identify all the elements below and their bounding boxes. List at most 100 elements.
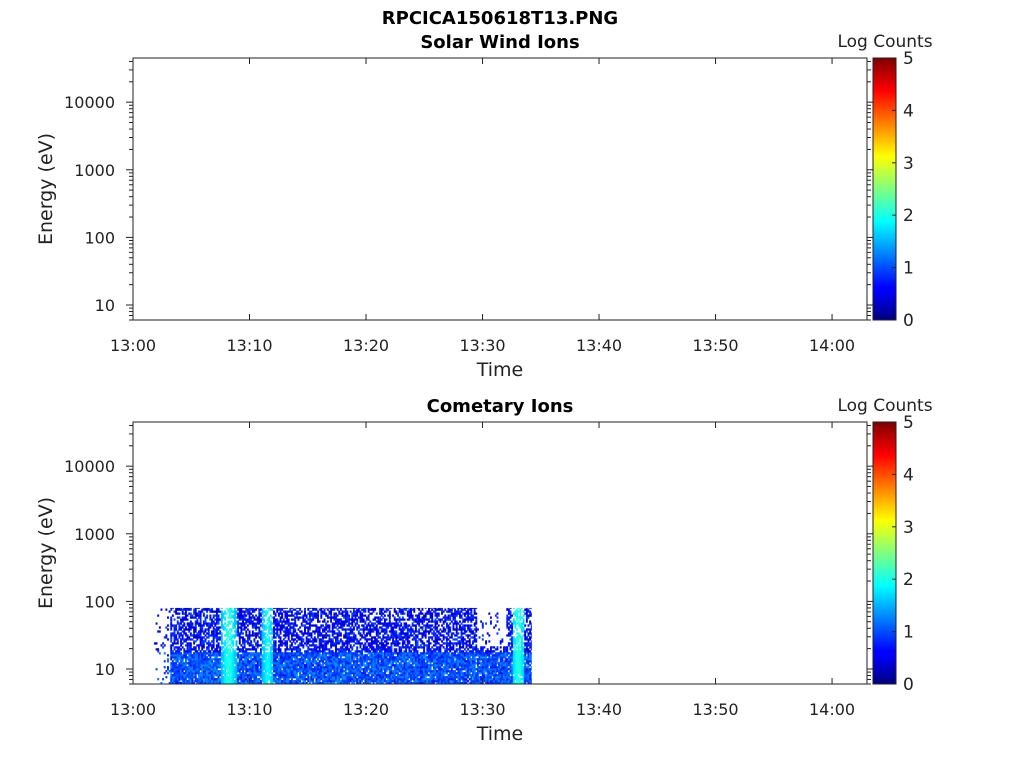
heatmap-cell xyxy=(263,646,266,649)
heatmap-cell xyxy=(383,652,386,655)
heatmap-cell xyxy=(281,640,284,643)
heatmap-cell xyxy=(175,634,178,637)
heatmap-cell xyxy=(333,622,336,625)
heatmap-cell xyxy=(341,614,344,617)
heatmap-cell xyxy=(268,618,271,621)
heatmap-cell xyxy=(411,678,414,681)
heatmap-cell xyxy=(277,607,280,609)
heatmap-cell xyxy=(196,654,199,657)
heatmap-cell xyxy=(351,652,354,655)
heatmap-cell xyxy=(287,656,290,659)
heatmap-cell xyxy=(198,672,200,675)
heatmap-cell xyxy=(406,676,409,679)
heatmap-cell xyxy=(191,656,194,659)
heatmap-cell xyxy=(372,682,375,684)
heatmap-cell xyxy=(240,678,243,681)
heatmap-cell xyxy=(256,656,259,659)
heatmap-cell xyxy=(383,650,386,653)
heatmap-cell xyxy=(423,618,426,621)
heatmap-cell xyxy=(209,662,212,665)
heatmap-cell xyxy=(227,610,230,613)
heatmap-cell xyxy=(308,628,311,631)
heatmap-cell xyxy=(242,666,244,669)
heatmap-cell xyxy=(245,654,248,657)
heatmap-cell xyxy=(325,672,328,675)
heatmap-cell xyxy=(436,636,439,639)
heatmap-cell xyxy=(326,670,329,673)
heatmap-cell xyxy=(217,618,220,621)
heatmap-cell xyxy=(217,636,220,639)
heatmap-cell xyxy=(256,634,259,637)
heatmap-cell xyxy=(198,662,200,665)
heatmap-cell xyxy=(304,666,306,669)
heatmap-cell xyxy=(292,664,295,667)
heatmap-cell xyxy=(339,682,342,684)
heatmap-cell xyxy=(411,672,414,675)
heatmap-cell xyxy=(377,670,380,673)
heatmap-cell xyxy=(225,672,228,675)
heatmap-cell xyxy=(382,680,385,683)
heatmap-cell xyxy=(180,668,182,671)
heatmap-cell xyxy=(382,622,385,625)
heatmap-cell xyxy=(176,638,179,641)
heatmap-cell xyxy=(204,678,207,681)
heatmap-cell xyxy=(242,662,244,665)
heatmap-cell xyxy=(201,674,204,677)
heatmap-cell xyxy=(312,640,315,643)
heatmap-cell xyxy=(304,678,306,681)
heatmap-cell xyxy=(348,658,350,661)
heatmap-cell xyxy=(436,674,439,677)
heatmap-cell xyxy=(377,676,380,679)
heatmap-cell xyxy=(313,658,316,661)
heatmap-cell xyxy=(295,670,298,673)
heatmap-cell xyxy=(307,648,310,651)
heatmap-cell xyxy=(184,632,187,635)
heatmap-cell xyxy=(222,682,225,684)
heatmap-cell xyxy=(385,682,388,684)
heatmap-cell xyxy=(219,662,222,665)
heatmap-cell xyxy=(310,614,313,617)
heatmap-cell xyxy=(377,620,380,623)
heatmap-cell xyxy=(308,616,311,619)
heatmap-cell xyxy=(181,654,184,657)
heatmap-cell xyxy=(423,624,426,627)
heatmap-cell xyxy=(201,630,204,633)
heatmap-cell xyxy=(333,666,336,669)
heatmap-cell xyxy=(310,652,313,655)
heatmap-cell xyxy=(359,668,362,671)
heatmap-cell xyxy=(364,648,367,651)
heatmap-cell xyxy=(398,610,401,613)
heatmap-cell xyxy=(233,672,236,675)
heatmap-cell xyxy=(229,612,231,615)
heatmap-cell xyxy=(292,622,295,625)
heatmap-cell xyxy=(238,678,241,681)
heatmap-cell xyxy=(264,680,267,683)
heatmap-cell xyxy=(248,608,251,611)
heatmap-cell xyxy=(297,676,300,679)
heatmap-cell xyxy=(423,620,426,623)
heatmap-cell xyxy=(219,658,222,661)
heatmap-cell xyxy=(437,614,440,617)
heatmap-cell xyxy=(253,656,256,659)
heatmap-cell xyxy=(264,668,267,671)
heatmap-cell xyxy=(220,648,223,651)
heatmap-cell xyxy=(258,630,261,633)
heatmap-cell xyxy=(436,664,439,667)
heatmap-cell xyxy=(204,608,207,611)
heatmap-cell xyxy=(175,654,178,657)
heatmap-cell xyxy=(307,652,310,655)
heatmap-cell xyxy=(379,608,381,611)
heatmap-cell xyxy=(419,662,422,665)
heatmap-cell xyxy=(209,660,212,663)
heatmap-cell xyxy=(436,670,439,673)
heatmap-cell xyxy=(202,607,205,609)
heatmap-cell xyxy=(258,678,261,681)
heatmap-cell xyxy=(188,642,191,645)
heatmap-cell xyxy=(416,670,419,673)
heatmap-cell xyxy=(269,648,272,651)
heatmap-cell xyxy=(242,624,244,627)
heatmap-cell xyxy=(232,664,235,667)
heatmap-cell xyxy=(250,682,253,684)
heatmap-cell xyxy=(434,628,437,631)
heatmap-cell xyxy=(338,654,341,657)
